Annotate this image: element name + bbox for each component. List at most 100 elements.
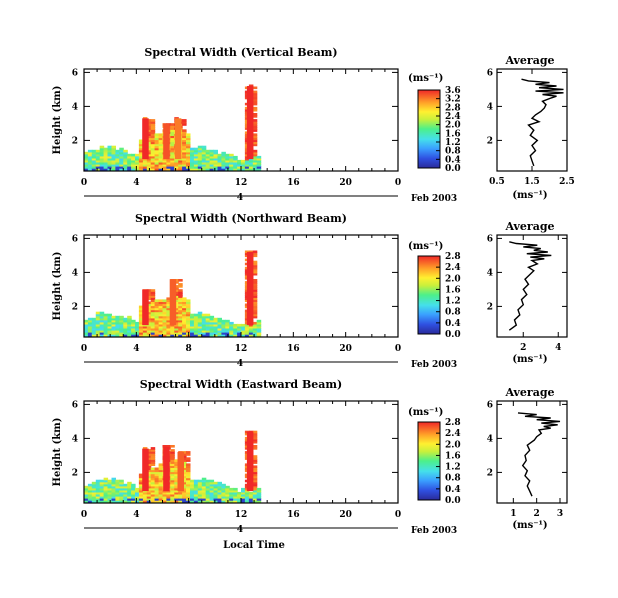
heatmap-cell <box>174 469 179 473</box>
heatmap-cell <box>186 305 191 309</box>
avg-y-tick-label: 2 <box>487 468 493 478</box>
heatmap-cell <box>119 481 124 485</box>
avg-x-tick-label: 0.5 <box>489 177 505 187</box>
heatmap-cell <box>146 494 152 497</box>
colorbar-tick-label: 2.8 <box>445 418 461 428</box>
heatmap-cell <box>201 487 207 491</box>
heatmap-cell <box>123 166 128 169</box>
heatmap-cell <box>170 162 175 165</box>
heatmap-cell <box>217 157 222 161</box>
heatmap-cell <box>127 334 132 337</box>
heatmap-cell <box>170 494 175 497</box>
heatmap-cell <box>127 491 132 495</box>
heatmap-cell <box>150 131 156 134</box>
heatmap-cell <box>221 323 226 327</box>
heatmap-cell <box>201 485 207 489</box>
heatmap-cell <box>178 330 183 333</box>
heatmap-cell <box>256 323 262 327</box>
heatmap-cell <box>127 481 132 485</box>
heatmap-cell <box>150 168 156 171</box>
heatmap-cell <box>115 500 120 503</box>
heatmap-cell <box>146 451 152 454</box>
heatmap-cell <box>197 311 203 315</box>
x-tick-label: 0 <box>395 510 401 520</box>
heatmap-cell <box>158 303 164 307</box>
heatmap-cell <box>252 141 258 145</box>
x-tick-label: 0 <box>81 178 87 188</box>
heatmap-cell <box>252 250 258 254</box>
heatmap-cell <box>190 153 195 157</box>
heatmap-cell <box>150 496 156 499</box>
heatmap-cell <box>119 315 124 319</box>
heatmap-cell <box>186 459 191 462</box>
heatmap-cell <box>178 498 183 501</box>
heatmap-cell <box>178 500 183 503</box>
heatmap-cell <box>166 297 171 300</box>
heatmap-cell <box>221 330 226 333</box>
date-label-northward: Feb 2003 <box>411 360 457 370</box>
heatmap-cell <box>146 127 152 130</box>
heatmap-cell <box>135 494 140 497</box>
heatmap-cell <box>154 477 160 481</box>
heatmap-cell <box>201 323 207 327</box>
heatmap-cell <box>138 325 144 329</box>
heatmap-cell <box>217 330 222 333</box>
heatmap-cell <box>111 164 116 167</box>
heatmap-cell <box>170 149 175 153</box>
heatmap-cell <box>221 159 226 163</box>
heatmap-cell <box>87 498 93 501</box>
heatmap-cell <box>201 477 207 481</box>
heatmap-cell <box>162 319 167 323</box>
heatmap-cell <box>84 330 89 333</box>
heatmap-cell <box>107 147 112 151</box>
heatmap-cell <box>119 317 124 321</box>
heatmap-cell <box>123 332 128 335</box>
heatmap-cell <box>237 168 242 171</box>
heatmap-cell <box>170 129 175 132</box>
heatmap-cell <box>213 328 218 331</box>
heatmap-cell <box>186 147 191 151</box>
heatmap-cell <box>150 291 156 294</box>
heatmap-cell <box>111 149 116 153</box>
heatmap-cell <box>241 159 246 163</box>
heatmap-cell <box>150 451 156 454</box>
heatmap-cell <box>252 92 258 96</box>
heatmap-cell <box>186 494 191 497</box>
heatmap-cell <box>209 325 215 329</box>
heatmap-cell <box>197 155 203 159</box>
heatmap-cell <box>205 325 211 329</box>
heatmap-cell <box>221 325 226 329</box>
heatmap-cell <box>252 283 258 286</box>
heatmap-cell <box>186 133 191 136</box>
heatmap-cell <box>213 334 218 337</box>
heatmap-cell <box>162 445 167 448</box>
heatmap-cell <box>95 500 101 503</box>
heatmap-cell <box>252 457 258 460</box>
heatmap-cell <box>174 475 179 479</box>
heatmap-cell <box>197 164 203 167</box>
heatmap-cell <box>158 330 164 333</box>
heatmap-cell <box>166 500 171 503</box>
heatmap-cell <box>111 145 116 149</box>
heatmap-cell <box>158 332 164 335</box>
heatmap-cell <box>99 164 105 167</box>
heatmap-cell <box>154 319 160 323</box>
heatmap-cell <box>84 159 89 163</box>
heatmap-cell <box>225 330 230 333</box>
heatmap-cell <box>244 328 250 331</box>
heatmap-cell <box>135 162 140 165</box>
heatmap-cell <box>197 483 203 487</box>
heatmap-cell <box>205 487 211 491</box>
heatmap-cell <box>158 135 164 139</box>
heatmap-cell <box>158 473 164 477</box>
heatmap-cell <box>150 498 156 501</box>
heatmap-cell <box>99 483 105 487</box>
heatmap-cell <box>146 321 152 325</box>
heatmap-cell <box>154 166 160 169</box>
heatmap-cell <box>201 321 207 325</box>
heatmap-cell <box>107 315 112 319</box>
heatmap-cell <box>229 166 234 169</box>
heatmap-cell <box>197 485 203 489</box>
heatmap-cell <box>205 315 211 319</box>
